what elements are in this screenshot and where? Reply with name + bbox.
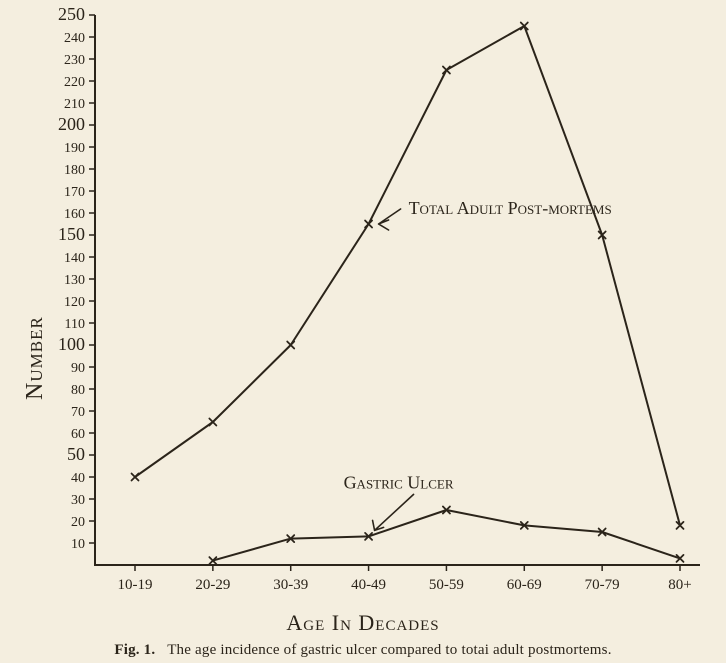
x-axis-label: Age In Decades: [0, 610, 726, 636]
y-axis-label: Number: [22, 316, 49, 400]
chart-bg: [0, 0, 726, 663]
y-tick-label: 70: [71, 405, 85, 420]
y-tick-label: 40: [71, 471, 85, 486]
y-tick-label: 240: [64, 31, 85, 46]
age-incidence-chart: 10 20 30 40 50 60 70 80 90 100 110 120 130 140 150 160 1…: [0, 0, 726, 663]
y-tick-label: 180: [64, 163, 85, 178]
y-tick-label: 230: [64, 53, 85, 68]
series-annotation: Gastric Ulcer: [344, 472, 454, 492]
y-tick-label: 130: [64, 273, 85, 288]
y-tick-label: 100: [58, 334, 85, 354]
y-tick-label: 60: [71, 427, 85, 442]
y-tick-label: 190: [64, 141, 85, 156]
y-tick-label: 160: [64, 207, 85, 222]
figure-container: { "figure": { "type": "line", "backgroun…: [0, 0, 726, 663]
x-tick-label: 80+: [668, 577, 691, 593]
x-tick-label: 40-49: [351, 577, 386, 593]
y-tick-label: 200: [58, 114, 85, 134]
y-tick-label: 30: [71, 493, 85, 508]
y-tick-label: 210: [64, 97, 85, 112]
y-tick-label: 110: [65, 317, 85, 332]
y-tick-label: 90: [71, 361, 85, 376]
y-tick-label: 220: [64, 75, 85, 90]
y-tick-label: 80: [71, 383, 85, 398]
series-annotation: Total Adult Post-mortems: [409, 198, 612, 218]
y-tick-label: 250: [58, 4, 85, 24]
caption-text: The age incidence of gastric ulcer compa…: [167, 642, 611, 658]
y-tick-label: 140: [64, 251, 85, 266]
y-tick-label: 50: [67, 444, 85, 464]
caption-prefix: Fig. 1.: [114, 642, 155, 658]
y-tick-label: 20: [71, 515, 85, 530]
x-tick-label: 20-29: [195, 577, 230, 593]
y-tick-label: 150: [58, 224, 85, 244]
figure-caption: Fig. 1. The age incidence of gastric ulc…: [0, 642, 726, 659]
y-tick-label: 120: [64, 295, 85, 310]
x-tick-label: 70-79: [585, 577, 620, 593]
x-tick-label: 30-39: [273, 577, 308, 593]
x-tick-label: 10-19: [118, 577, 153, 593]
x-tick-label: 50-59: [429, 577, 464, 593]
y-tick-label: 170: [64, 185, 85, 200]
x-tick-label: 60-69: [507, 577, 542, 593]
y-tick-label: 10: [71, 537, 85, 552]
